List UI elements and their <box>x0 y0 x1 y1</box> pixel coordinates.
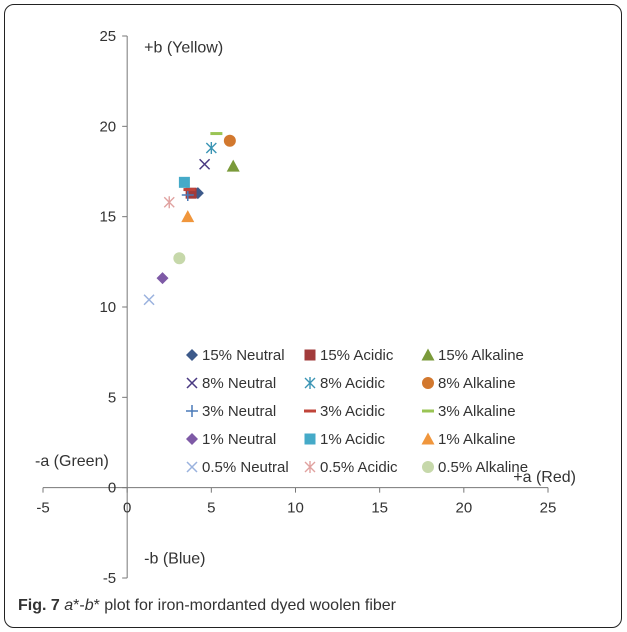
legend-marker <box>422 461 434 473</box>
data-point <box>143 294 155 306</box>
x-tick-label: 20 <box>455 500 472 517</box>
y-tick-label: 20 <box>99 118 116 135</box>
data-point <box>173 252 186 265</box>
legend-label: 8% Neutral <box>202 375 276 392</box>
legend-label: 0.5% Alkaline <box>438 459 528 476</box>
legend-label: 8% Acidic <box>320 375 386 392</box>
data-point <box>223 134 236 147</box>
legend-label: 1% Acidic <box>320 431 386 448</box>
x-tick-label: -5 <box>36 500 49 517</box>
caption-b-var: b <box>84 597 94 614</box>
legend-label: 15% Acidic <box>320 347 394 364</box>
legend-marker <box>304 433 316 445</box>
legend-marker <box>186 349 198 361</box>
legend-marker <box>421 432 435 445</box>
data-point <box>185 187 197 199</box>
data-point <box>210 132 223 136</box>
y-tick-label: 5 <box>108 389 116 406</box>
y-tick-label: -5 <box>103 570 116 587</box>
x-tick-label: 10 <box>287 500 304 517</box>
caption-label: Fig. 7 <box>18 597 60 614</box>
legend-label: 3% Alkaline <box>438 403 516 420</box>
ab-scatter-chart: -5 0 5 10 15 20 25 -5 0 5 10 15 20 25 +b (Yellow) -a (G… <box>35 28 576 587</box>
x-tick-label: 0 <box>123 500 131 517</box>
legend-label: 3% Neutral <box>202 403 276 420</box>
annotation-pos-b: +b (Yellow) <box>144 39 223 56</box>
y-tick-label: 0 <box>108 480 116 497</box>
y-tick-label: 10 <box>99 299 116 316</box>
legend-marker <box>186 377 198 389</box>
x-tick-label: 15 <box>371 500 388 517</box>
figure-frame <box>4 4 622 628</box>
legend-label: 15% Neutral <box>202 347 285 364</box>
figure-caption: Fig. 7 a*-b* plot for iron-mordanted dye… <box>18 597 396 615</box>
legend-marker <box>304 409 316 413</box>
legend-label: 1% Neutral <box>202 431 276 448</box>
data-point <box>178 176 190 188</box>
legend-label: 0.5% Neutral <box>202 459 289 476</box>
legend-marker <box>304 461 316 473</box>
caption-a-var: a <box>64 597 74 614</box>
legend-marker <box>422 409 434 413</box>
legend-marker <box>304 349 316 361</box>
data-point <box>156 272 169 285</box>
x-tick-label: 25 <box>540 500 557 517</box>
legend-label: 1% Alkaline <box>438 431 516 448</box>
legend-marker <box>422 377 434 389</box>
data-point <box>205 142 217 155</box>
data-point <box>199 158 211 170</box>
y-tick-label: 25 <box>99 28 116 45</box>
y-tick-label: 15 <box>99 209 116 226</box>
annotation-neg-b: -b (Blue) <box>144 551 205 568</box>
data-point <box>163 196 175 209</box>
legend-marker <box>186 433 198 445</box>
x-tick-label: 5 <box>207 500 215 517</box>
legend-label: 15% Alkaline <box>438 347 524 364</box>
legend-marker <box>421 348 435 361</box>
legend-marker <box>186 461 198 473</box>
data-point <box>226 159 240 172</box>
legend-marker <box>304 377 316 389</box>
data-point <box>183 188 196 192</box>
caption-dash: *- <box>73 597 85 614</box>
annotation-neg-a: -a (Green) <box>35 453 109 470</box>
data-point <box>181 210 195 223</box>
legend-label: 0.5% Acidic <box>320 459 398 476</box>
legend-marker <box>186 405 198 417</box>
legend-label: 3% Acidic <box>320 403 386 420</box>
annotation-pos-a: +a (Red) <box>513 469 576 486</box>
legend-label: 8% Alkaline <box>438 375 516 392</box>
caption-rest: * plot for iron-mordanted dyed woolen fi… <box>93 597 396 614</box>
